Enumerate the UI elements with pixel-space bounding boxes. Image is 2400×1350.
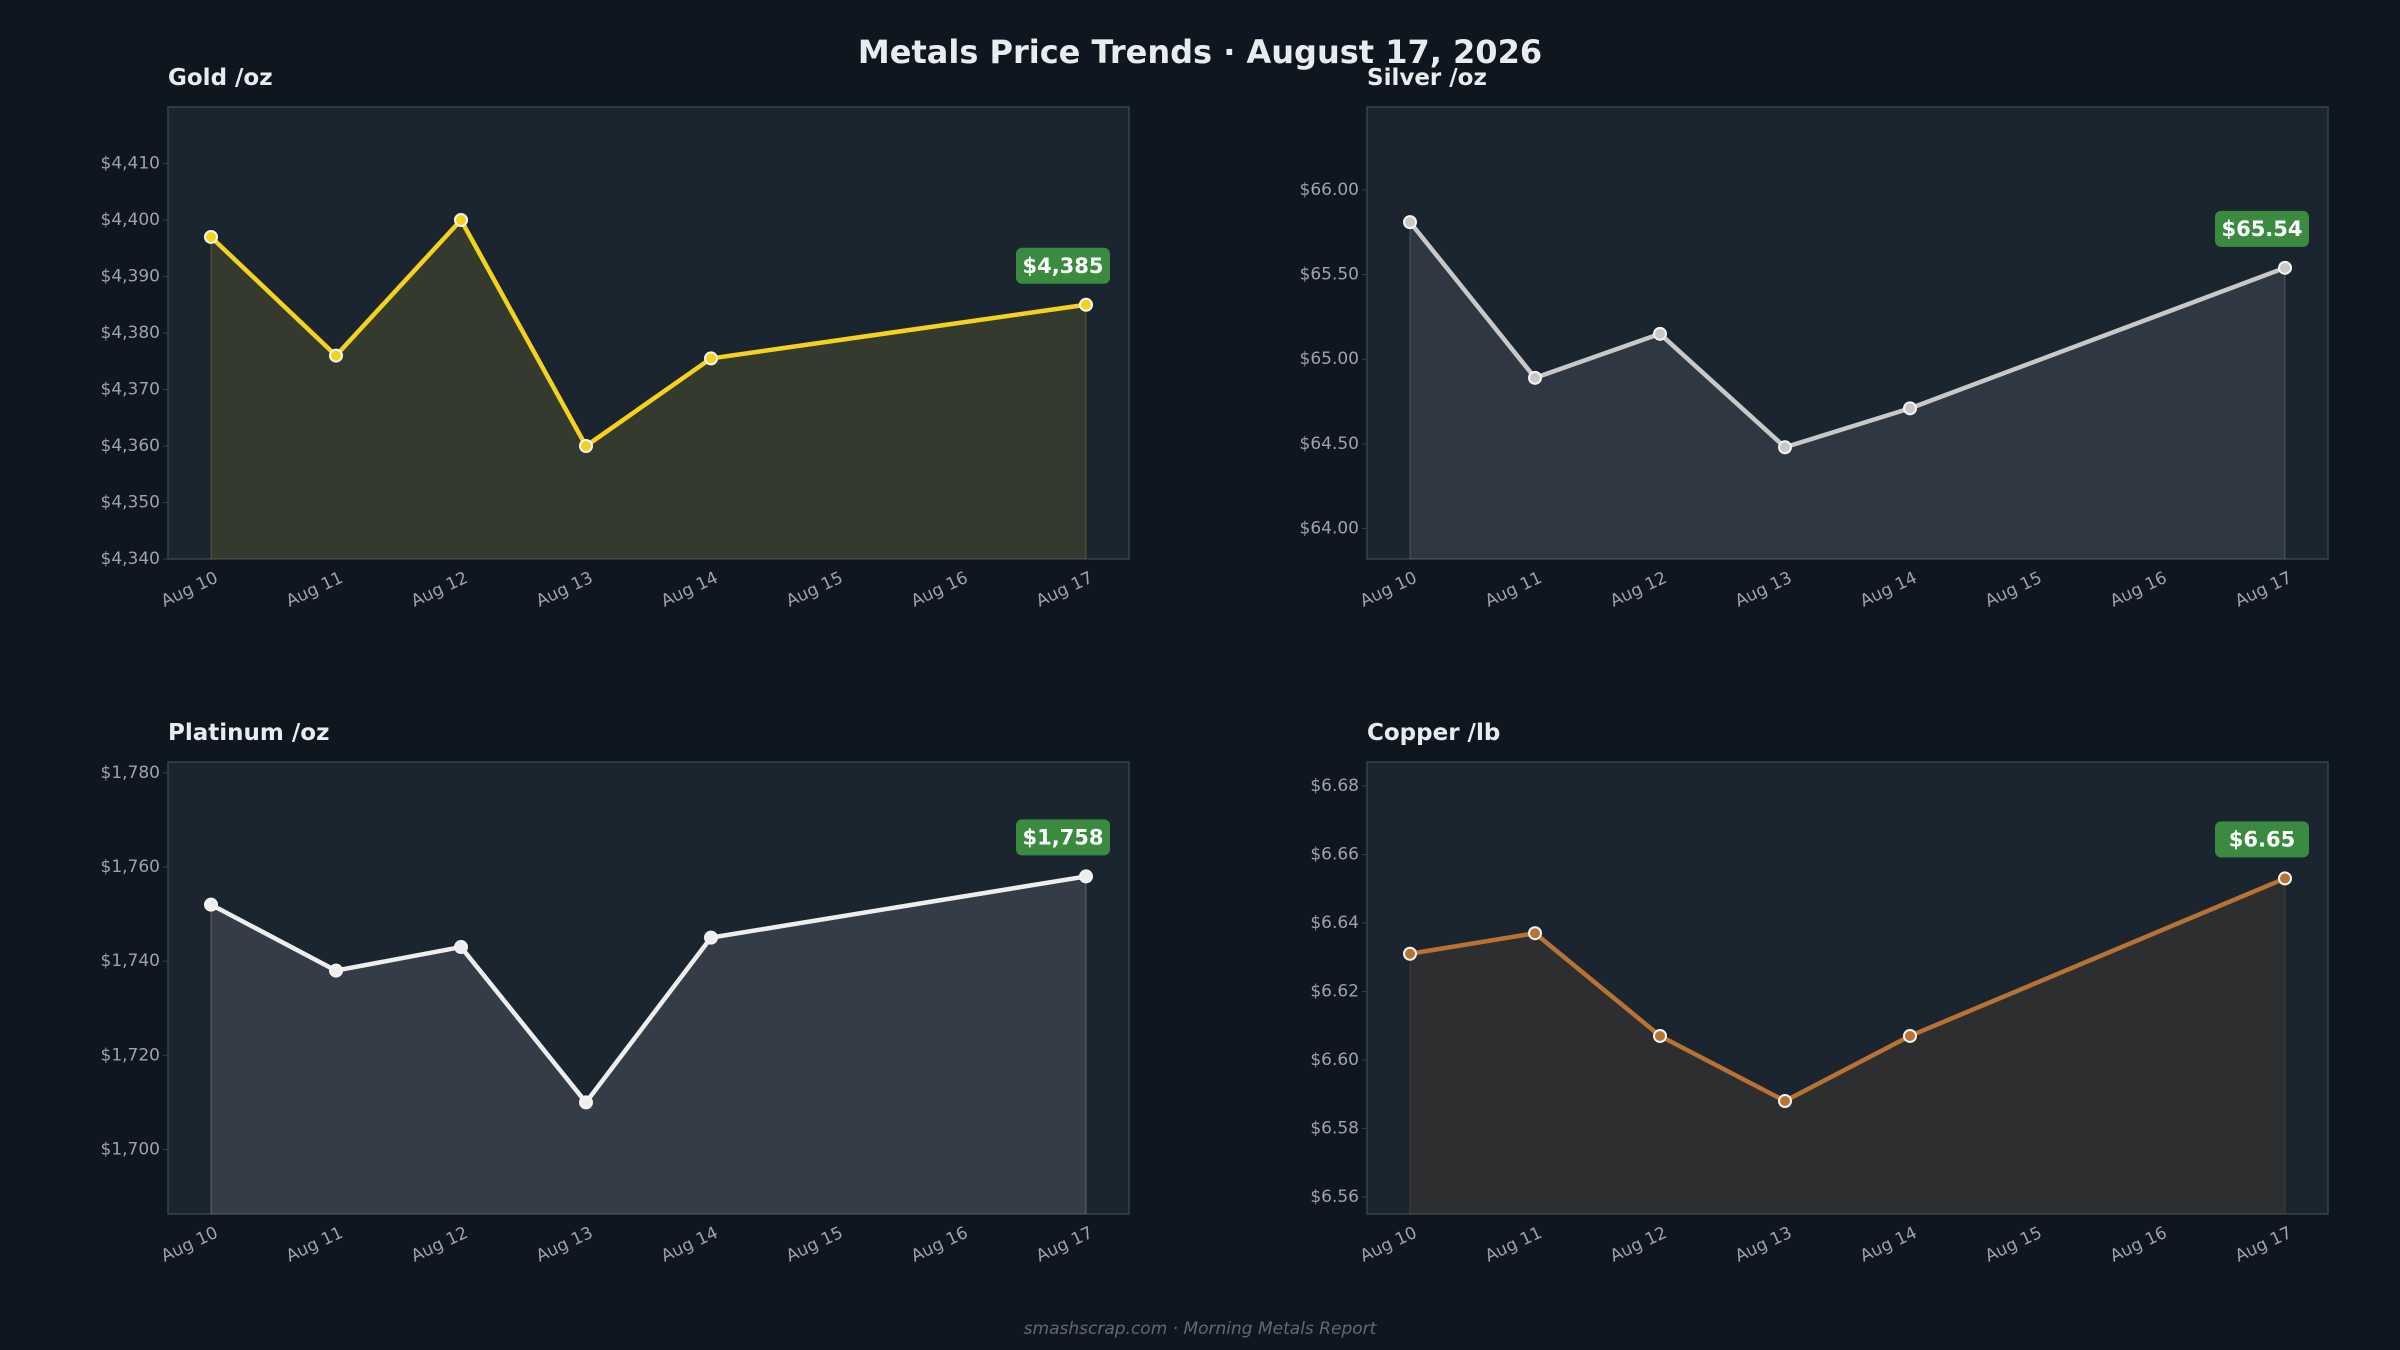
y-tick-label: $1,740 <box>101 951 160 971</box>
panel: Platinum /oz $1,700 $1,720 $1,740 $1,760 $1,7… <box>101 720 1130 1267</box>
y-tick-label: $6.60 <box>1310 1050 1359 1070</box>
y-tick-label: $4,350 <box>101 493 160 513</box>
point <box>454 213 468 227</box>
point <box>1903 1028 1917 1043</box>
value-badge <box>1016 247 1110 284</box>
y-tick-label: $4,360 <box>101 436 160 456</box>
point <box>2278 260 2292 275</box>
value-label: $6.65 <box>2229 827 2295 851</box>
point <box>1528 370 1542 385</box>
panel-title: Copper /lb <box>1367 720 1500 746</box>
y-tick-label: $6.68 <box>1310 776 1359 796</box>
y-tick-label: $6.56 <box>1310 1187 1359 1207</box>
y-tick-label: $6.64 <box>1310 913 1359 933</box>
panel-title: Gold /oz <box>168 65 273 91</box>
point <box>204 229 218 244</box>
point <box>1528 926 1542 941</box>
plot-area <box>1366 106 2329 560</box>
y-tick-label: $6.66 <box>1310 844 1359 864</box>
value-label: $4,385 <box>1022 254 1103 278</box>
line <box>209 874 1087 1105</box>
panel-title: Silver /oz <box>1367 65 1487 91</box>
point <box>1903 401 1917 416</box>
point <box>1403 215 1417 230</box>
footer: smashscrap.com · Morning Metals Report <box>1024 1319 1378 1339</box>
point <box>1778 440 1792 455</box>
panel: Gold /oz $4,340 $4,350 $4,360 $4,370 $4,380 $4… <box>101 65 1130 612</box>
area <box>211 220 1086 559</box>
point <box>329 348 343 363</box>
y-tick-label: $1,700 <box>101 1139 160 1159</box>
point <box>1778 1094 1792 1108</box>
line <box>1409 876 2286 1104</box>
value-badge <box>2215 210 2309 247</box>
point <box>1653 326 1667 341</box>
value-badge <box>2215 821 2309 858</box>
point <box>579 1095 593 1110</box>
point <box>1079 297 1093 312</box>
y-tick-label: $1,760 <box>101 857 160 877</box>
point <box>704 351 718 366</box>
plot-area <box>167 106 1130 560</box>
panel: Copper /lb $6.56 $6.58 $6.60 $6.62 $6.64 $6.66… <box>1310 720 2329 1267</box>
y-tick-label: $4,390 <box>101 267 160 287</box>
value-label: $65.54 <box>2221 217 2302 241</box>
y-tick-label: $65.00 <box>1300 349 1359 369</box>
point <box>454 940 468 955</box>
plot-area <box>167 761 1130 1215</box>
area <box>1410 222 2285 560</box>
point <box>1403 946 1417 961</box>
point <box>1653 1028 1667 1043</box>
y-tick-label: $4,340 <box>101 549 160 569</box>
page-title: Metals Price Trends · August 17, 2026 <box>858 33 1542 71</box>
point <box>329 963 343 978</box>
area <box>1410 878 2285 1214</box>
y-tick-label: $64.50 <box>1300 434 1359 454</box>
y-tick-label: $4,380 <box>101 323 160 343</box>
y-tick-label: $66.00 <box>1300 180 1359 200</box>
value-label: $1,758 <box>1022 825 1103 849</box>
y-tick-label: $4,400 <box>101 210 160 230</box>
y-tick-label: $1,780 <box>101 763 160 783</box>
point <box>704 930 718 945</box>
y-tick-label: $6.58 <box>1310 1118 1359 1138</box>
area <box>211 876 1086 1214</box>
panel-title: Platinum /oz <box>168 720 329 746</box>
y-tick-label: $4,410 <box>101 154 160 174</box>
y-tick-label: $4,370 <box>101 380 160 400</box>
point <box>204 897 218 912</box>
plot-area <box>1366 761 2329 1215</box>
y-tick-label: $1,720 <box>101 1045 160 1065</box>
y-tick-label: $64.00 <box>1300 519 1359 539</box>
point <box>579 439 593 453</box>
value-badge <box>1016 819 1110 856</box>
line <box>209 217 1087 449</box>
point <box>1079 869 1093 884</box>
y-tick-label: $65.50 <box>1300 265 1359 285</box>
line <box>1408 220 2286 450</box>
y-tick-label: $6.62 <box>1310 981 1359 1001</box>
panel: Silver /oz $64.00 $64.50 $65.00 $65.50 $66.00… <box>1300 65 2329 612</box>
point <box>2278 871 2292 886</box>
